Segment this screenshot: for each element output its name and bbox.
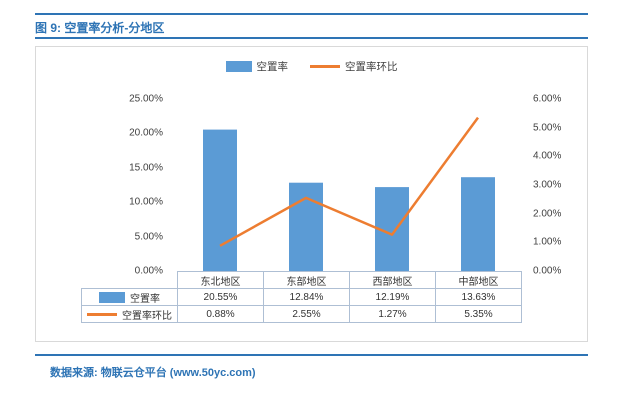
title-divider (35, 37, 588, 39)
trend-line (219, 116, 480, 247)
legend-item-line: 空置率环比 (310, 59, 398, 74)
line-swatch-icon (87, 312, 117, 316)
legend-label: 空置率 (256, 61, 289, 73)
axis-tick-label: 2.00% (533, 208, 562, 220)
series-name-cell: 空置率环比 (81, 305, 178, 323)
category-label: 西部地区 (349, 271, 436, 289)
series-name-cell: 空置率 (81, 288, 178, 306)
line-swatch-icon (310, 65, 340, 68)
right-axis-ticks: 6.00% 5.00% 4.00% 3.00% 2.00% 1.00% 0.00% (527, 94, 587, 277)
table-row-line-series: 空置率环比 0.88% 2.55% 1.27% 5.35% (81, 305, 522, 323)
value-cell: 0.88% (177, 305, 264, 323)
top-divider (35, 13, 588, 15)
table-row-bar-series: 空置率 20.55% 12.84% 12.19% 13.63% (81, 288, 522, 306)
chart-container: 空置率 空置率环比 25.00% 20.00% 15.00% 10.00% 5.00% 0.… (35, 46, 588, 342)
value-cell: 1.27% (349, 305, 436, 323)
legend-item-bar: 空置率 (225, 59, 289, 74)
legend-label: 空置率环比 (345, 61, 398, 73)
plot-area (177, 99, 521, 272)
value-cell: 13.63% (435, 288, 522, 306)
value-cell: 5.35% (435, 305, 522, 323)
axis-tick-label: 0.00% (134, 265, 163, 277)
axis-tick-label: 20.00% (129, 127, 163, 139)
axis-tick-label: 4.00% (533, 150, 562, 162)
axis-tick-label: 10.00% (129, 196, 163, 208)
series-name-label: 空置率 (130, 293, 160, 305)
category-label: 东北地区 (177, 271, 264, 289)
category-label: 东部地区 (263, 271, 350, 289)
table-row-categories: 东北地区 东部地区 西部地区 中部地区 (82, 271, 522, 289)
value-cell: 12.84% (263, 288, 350, 306)
bottom-divider (35, 354, 588, 356)
axis-tick-label: 5.00% (134, 231, 163, 243)
table-blank-cell (82, 272, 178, 289)
bar-中部地区 (461, 177, 495, 271)
axis-tick-label: 1.00% (533, 236, 562, 248)
axis-tick-label: 6.00% (533, 93, 562, 105)
category-label: 中部地区 (435, 271, 522, 289)
axis-tick-label: 3.00% (533, 179, 562, 191)
figure-title: 图 9: 空置率分析-分地区 (35, 21, 165, 35)
bar-swatch-icon (99, 291, 125, 303)
combo-chart-svg (203, 116, 495, 271)
left-axis-ticks: 25.00% 20.00% 15.00% 10.00% 5.00% 0.00% (36, 94, 169, 277)
axis-tick-label: 0.00% (533, 265, 562, 277)
value-cell: 12.19% (349, 288, 436, 306)
axis-tick-label: 15.00% (129, 162, 163, 174)
value-cell: 2.55% (263, 305, 350, 323)
chart-legend: 空置率 空置率环比 (36, 59, 587, 74)
chart-data-table: 东北地区 东部地区 西部地区 中部地区空置率 20.55% 12.84% 12.19% 13.… (81, 271, 522, 323)
series-name-label: 空置率环比 (122, 310, 172, 322)
axis-tick-label: 5.00% (533, 122, 562, 134)
axis-tick-label: 25.00% (129, 93, 163, 105)
value-cell: 20.55% (177, 288, 264, 306)
bar-东北地区 (203, 129, 237, 271)
bar-东部地区 (289, 182, 323, 271)
data-source: 数据来源: 物联云仓平台 (www.50yc.com) (50, 367, 256, 379)
bar-swatch-icon (225, 61, 252, 72)
